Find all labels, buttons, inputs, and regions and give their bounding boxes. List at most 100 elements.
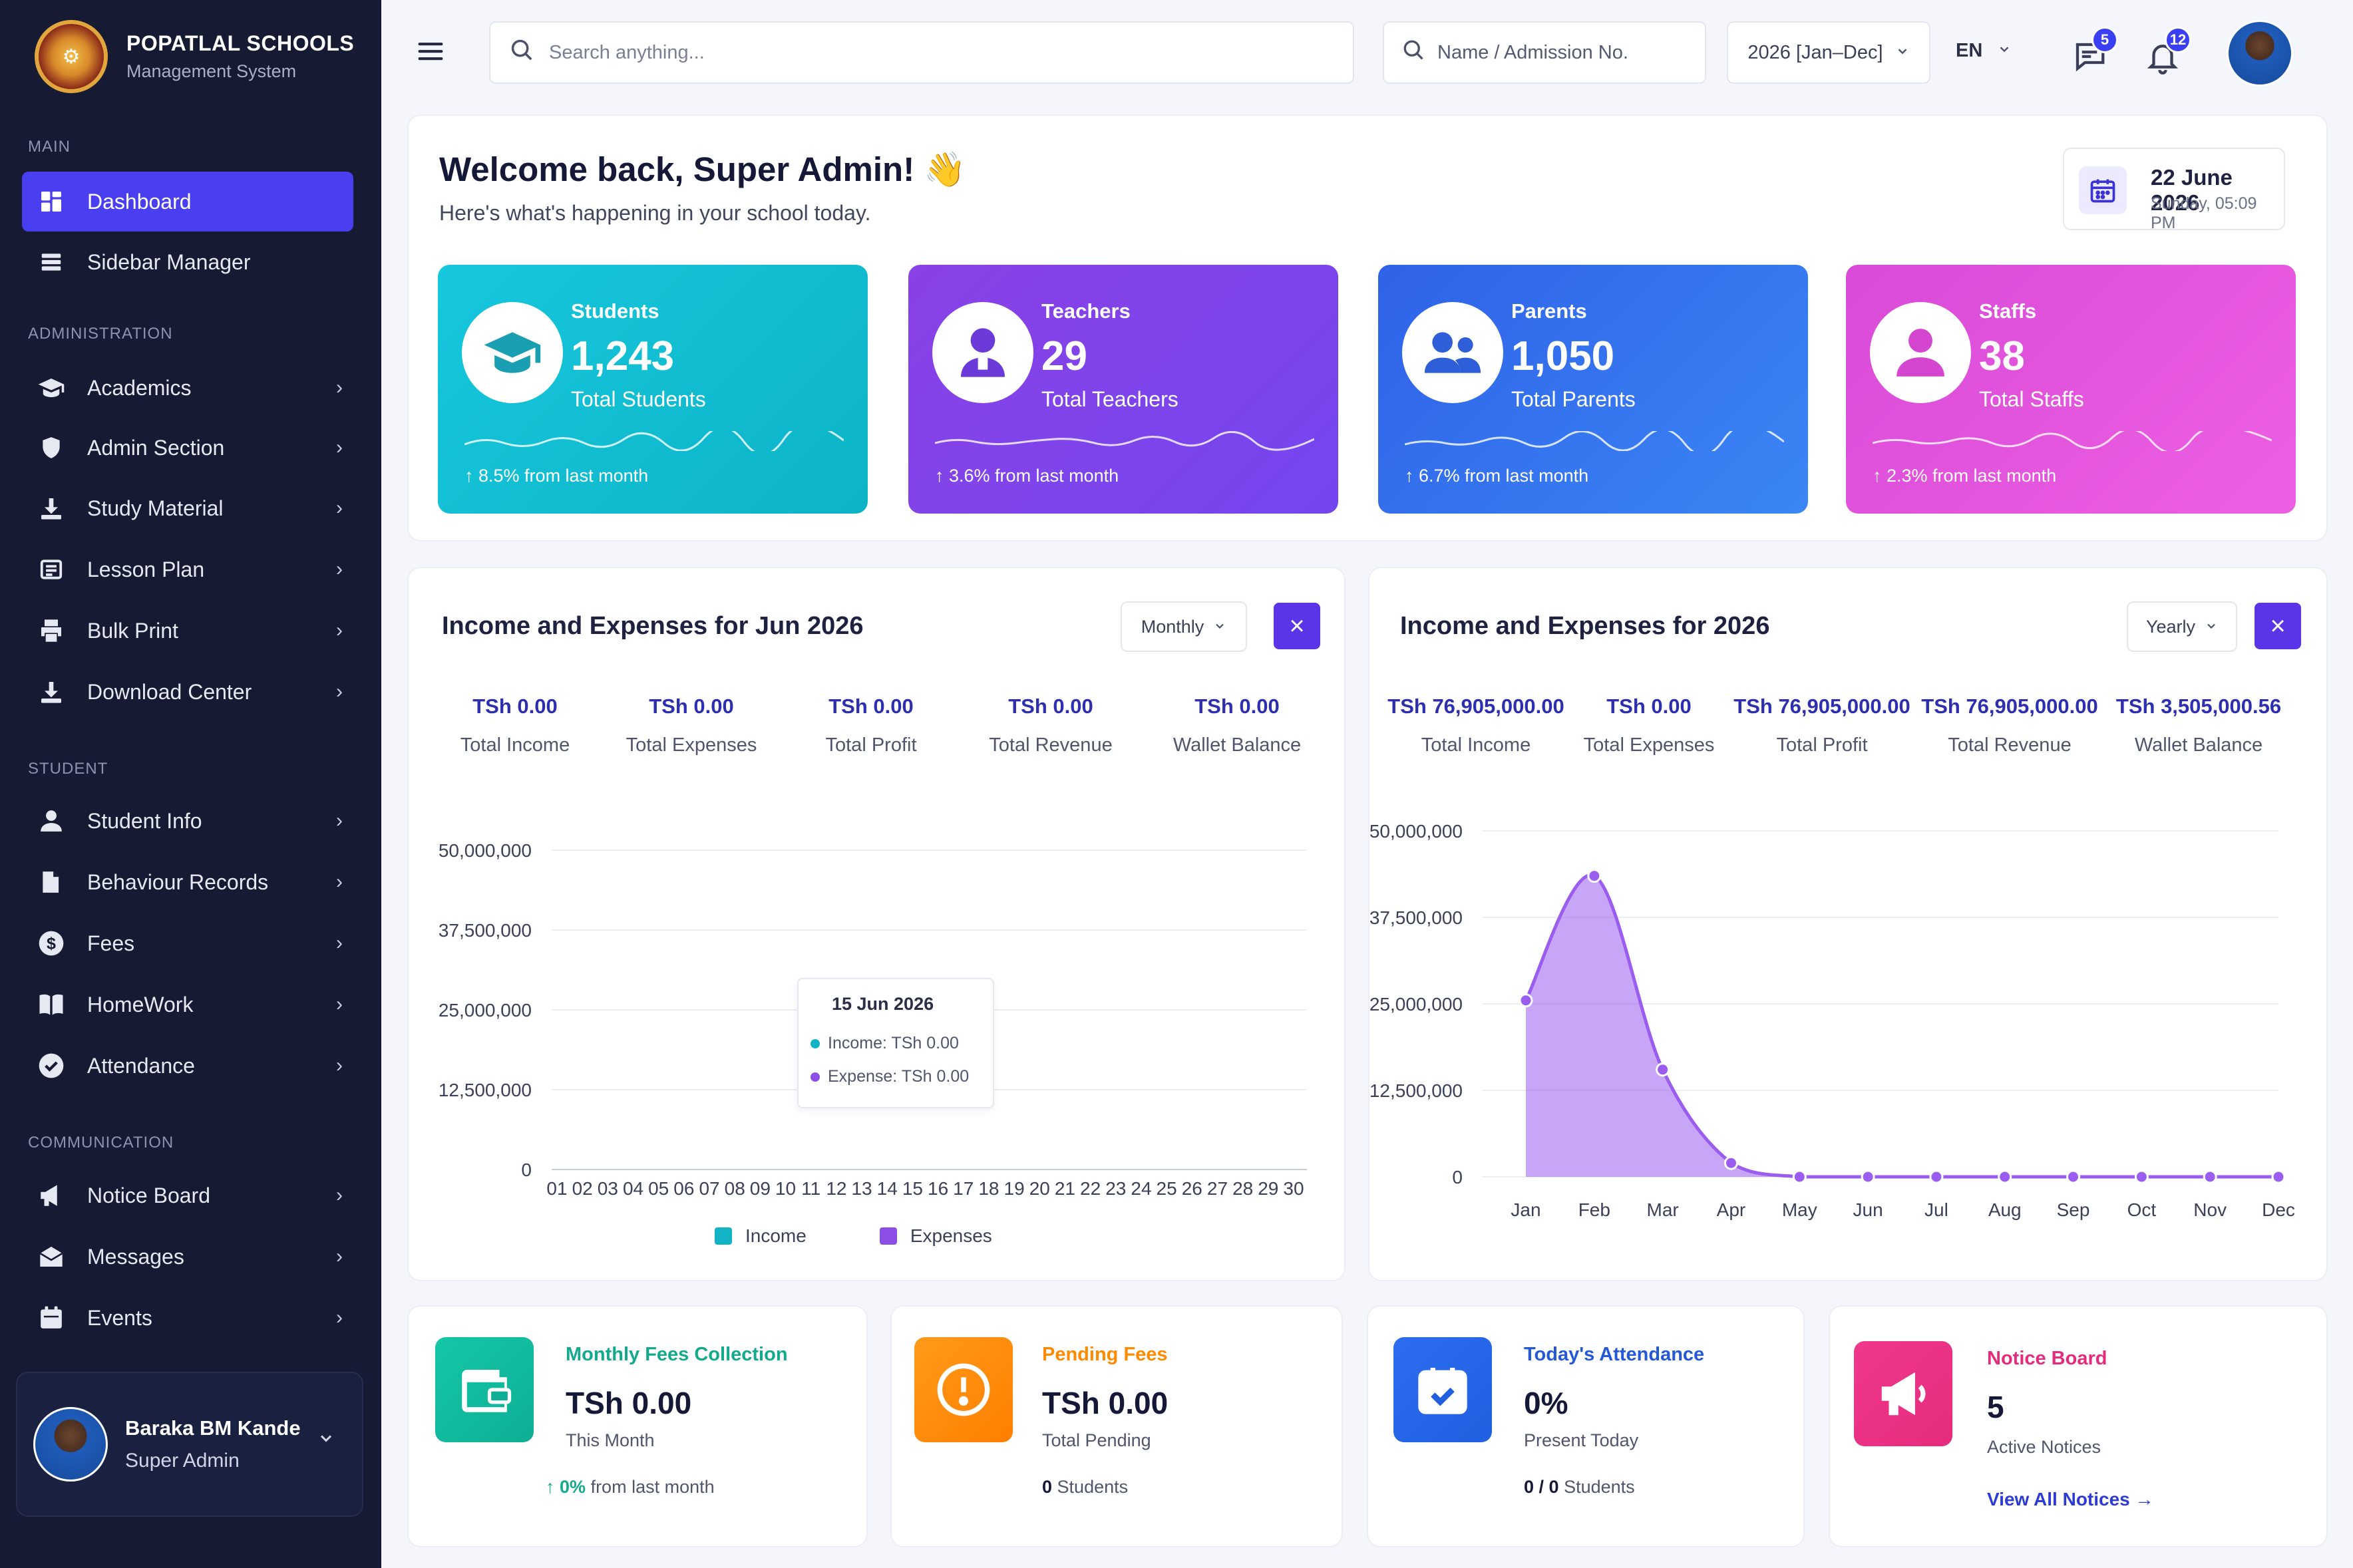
- card-title: Monthly Fees Collection: [566, 1344, 788, 1365]
- close-button[interactable]: ×: [2255, 603, 2301, 649]
- stat-card-parents[interactable]: Parents 1,050 Total Parents ↑ 6.7% from …: [1378, 265, 1808, 514]
- x-tick-label: Jan: [1511, 1199, 1540, 1220]
- sidebar-item-label: Attendance: [87, 1053, 195, 1078]
- notifications-badge: 12: [2165, 27, 2191, 53]
- sidebar-item-study-material[interactable]: Study Material ›: [22, 478, 353, 538]
- sidebar-item-admin-section[interactable]: Admin Section ›: [22, 418, 353, 478]
- student-search-input[interactable]: Name / Admission No.: [1383, 21, 1706, 84]
- brand[interactable]: ⚙ POPATLAL SCHOOLS Management System: [35, 20, 354, 93]
- stat-sub: Total Parents: [1511, 387, 1636, 411]
- language-select[interactable]: EN: [1956, 40, 2012, 62]
- stat-sub: Total Staffs: [1979, 387, 2084, 411]
- user-name: Baraka BM Kande: [125, 1416, 301, 1440]
- period-select[interactable]: Monthly: [1121, 601, 1247, 652]
- card-title: Pending Fees: [1042, 1344, 1168, 1365]
- user-role: Super Admin: [125, 1450, 240, 1472]
- sidebar-item-label: Student Info: [87, 808, 202, 833]
- stat-label: Staffs: [1979, 299, 2037, 323]
- y-tick-label: 25,000,000: [439, 1000, 532, 1020]
- x-tick-label: 25: [1157, 1178, 1177, 1199]
- sidebar-item-label: Sidebar Manager: [87, 249, 251, 274]
- sidebar-item-label: Dashboard: [87, 189, 192, 214]
- calendar-icon: [2079, 166, 2127, 214]
- stat-label: Teachers: [1041, 299, 1131, 323]
- shield-icon: [37, 433, 66, 462]
- user-icon: [37, 806, 66, 836]
- card-monthly-fees[interactable]: Monthly Fees Collection TSh 0.00 This Mo…: [407, 1305, 868, 1547]
- sidebar-item-academics[interactable]: Academics ›: [22, 358, 353, 418]
- x-tick-label: 09: [750, 1178, 771, 1199]
- card-pending-fees[interactable]: Pending Fees TSh 0.00 Total Pending 0 St…: [890, 1305, 1343, 1547]
- user-icon: [1870, 302, 1971, 403]
- y-tick-label: 37,500,000: [1369, 907, 1463, 928]
- card-sub: This Month: [566, 1430, 655, 1450]
- sidebar-user-card[interactable]: Baraka BM Kande Super Admin: [16, 1372, 363, 1517]
- sidebar-item-messages[interactable]: Messages ›: [22, 1227, 353, 1287]
- academic-year-select[interactable]: 2026 [Jan–Dec]: [1727, 21, 1930, 84]
- calendar-check-icon: [1393, 1337, 1492, 1442]
- sidebar-item-download-center[interactable]: Download Center ›: [22, 662, 353, 722]
- x-tick-label: Sep: [2057, 1199, 2090, 1220]
- stat-card-teachers[interactable]: Teachers 29 Total Teachers ↑ 3.6% from l…: [908, 265, 1338, 514]
- sidebar-item-attendance[interactable]: Attendance ›: [22, 1036, 353, 1096]
- card-notice-board[interactable]: Notice Board 5 Active Notices View All N…: [1829, 1305, 2328, 1547]
- records-icon: [37, 867, 66, 897]
- stat-trend: ↑ 3.6% from last month: [935, 466, 1119, 486]
- summary-wallet-balance: TSh 0.00 Wallet Balance: [1173, 695, 1302, 756]
- card-attendance[interactable]: Today's Attendance 0% Present Today 0 / …: [1367, 1305, 1805, 1547]
- period-select[interactable]: Yearly: [2127, 601, 2237, 652]
- book-icon: [37, 990, 66, 1019]
- x-tick-label: 21: [1055, 1178, 1075, 1199]
- sidebar-item-dashboard[interactable]: Dashboard: [22, 172, 353, 232]
- x-tick-label: 06: [673, 1178, 694, 1199]
- arrow-up-icon: ↑: [546, 1477, 555, 1497]
- dollar-icon: $: [37, 929, 66, 958]
- sparkline: [464, 431, 844, 451]
- card-sub: Total Pending: [1042, 1430, 1151, 1450]
- chevron-down-icon: [1997, 40, 2012, 61]
- sidebar-item-lesson-plan[interactable]: Lesson Plan ›: [22, 540, 353, 599]
- data-point: [1861, 1170, 1875, 1184]
- page-title: Welcome back, Super Admin! 👋: [439, 150, 966, 188]
- messages-button[interactable]: 5: [2065, 27, 2118, 80]
- notifications-button[interactable]: 12: [2138, 27, 2191, 80]
- chevron-right-icon: ›: [336, 619, 343, 641]
- hamburger-menu-icon[interactable]: [416, 37, 445, 66]
- arrow-up-icon: ↑: [1405, 466, 1414, 486]
- legend-label-expenses: Expenses: [910, 1225, 992, 1246]
- sidebar-item-label: Study Material: [87, 496, 224, 520]
- sidebar-item-fees[interactable]: $ Fees ›: [22, 913, 353, 973]
- y-tick-label: 0: [1452, 1167, 1463, 1187]
- sidebar-item-label: Behaviour Records: [87, 869, 269, 894]
- sidebar-item-sidebar-manager[interactable]: Sidebar Manager: [22, 232, 353, 292]
- sidebar-item-homework[interactable]: HomeWork ›: [22, 975, 353, 1034]
- search-input[interactable]: Search anything...: [489, 21, 1354, 84]
- section-administration: ADMINISTRATION: [28, 325, 173, 343]
- view-all-notices-link[interactable]: View All Notices →: [1987, 1489, 2154, 1509]
- stat-value: 38: [1979, 333, 2025, 379]
- stat-card-staffs[interactable]: Staffs 38 Total Staffs ↑ 2.3% from last …: [1846, 265, 2296, 514]
- close-button[interactable]: ×: [1274, 603, 1320, 649]
- sidebar-item-notice-board[interactable]: Notice Board ›: [22, 1166, 353, 1225]
- sidebar-item-label: Events: [87, 1305, 152, 1330]
- area-fill: [1526, 875, 2278, 1177]
- summary-total-income: TSh 0.00 Total Income: [460, 695, 570, 756]
- chevron-right-icon: ›: [336, 1245, 343, 1267]
- close-icon: ×: [1289, 611, 1305, 641]
- page-subtitle: Here's what's happening in your school t…: [439, 201, 871, 225]
- sidebar-item-behaviour-records[interactable]: Behaviour Records ›: [22, 852, 353, 912]
- sidebar-item-events[interactable]: Events ›: [22, 1288, 353, 1348]
- monthly-chart-title: Income and Expenses for Jun 2026: [442, 612, 864, 640]
- sidebar-item-label: Bulk Print: [87, 618, 178, 643]
- avatar[interactable]: [2227, 20, 2293, 86]
- x-tick-label: Mar: [1647, 1199, 1679, 1220]
- stat-card-students[interactable]: Students 1,243 Total Students ↑ 8.5% fro…: [438, 265, 868, 514]
- y-tick-label: 50,000,000: [439, 840, 532, 861]
- chevron-down-icon[interactable]: [317, 1429, 335, 1451]
- x-tick-label: Dec: [2262, 1199, 2295, 1220]
- sidebar-item-bulk-print[interactable]: Bulk Print ›: [22, 601, 353, 661]
- monthly-income-expense-chart: 0 12,500,000 25,000,000 37,500,000 50,000,00…: [439, 840, 1307, 1199]
- summary-total-expenses: TSh 0.00 Total Expenses: [626, 695, 757, 756]
- sidebar-item-student-info[interactable]: Student Info ›: [22, 791, 353, 851]
- monthly-chart-card: Income and Expenses for Jun 2026 Monthly…: [407, 567, 1346, 1281]
